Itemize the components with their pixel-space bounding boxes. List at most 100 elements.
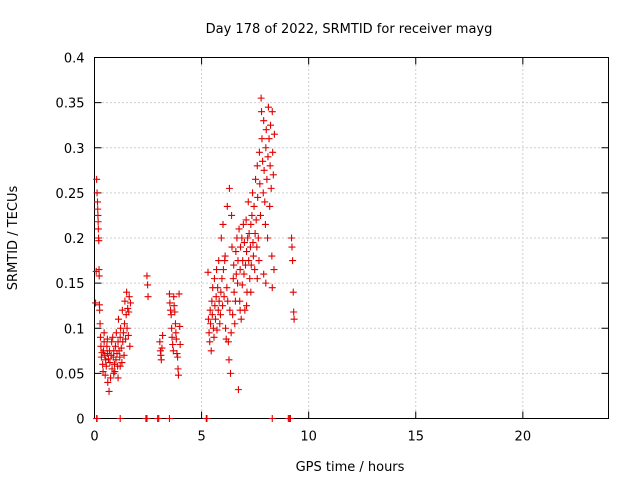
- data-point: [114, 315, 122, 323]
- data-point: [118, 359, 126, 367]
- data-point: [232, 248, 240, 256]
- data-point: [94, 218, 102, 226]
- data-point: [270, 130, 278, 138]
- data-point: [214, 306, 222, 314]
- data-point: [118, 306, 126, 314]
- data-point: [207, 320, 215, 328]
- data-point: [213, 266, 221, 274]
- data-point: [268, 252, 276, 260]
- data-point: [99, 360, 107, 368]
- data-point: [289, 288, 297, 296]
- data-point: [244, 234, 252, 242]
- data-point: [101, 371, 109, 379]
- data-point: [221, 252, 229, 260]
- data-point: [238, 281, 246, 289]
- data-point: [227, 329, 235, 337]
- data-point: [174, 353, 182, 361]
- data-point: [217, 288, 225, 296]
- x-tick-label: 0: [90, 430, 98, 445]
- data-point: [167, 306, 175, 314]
- data-point: [260, 166, 268, 174]
- data-point: [208, 297, 216, 305]
- data-point: [122, 335, 130, 343]
- data-point: [218, 275, 226, 283]
- data-point: [244, 198, 252, 206]
- y-tick-label: 0: [76, 413, 84, 428]
- data-point: [239, 257, 247, 265]
- x-tick-label: 20: [515, 430, 532, 445]
- data-point: [268, 415, 276, 422]
- data-point: [216, 311, 224, 319]
- data-point: [102, 362, 110, 370]
- data-point: [219, 302, 227, 310]
- data-point: [144, 293, 152, 301]
- data-point: [144, 281, 152, 289]
- data-point: [216, 320, 224, 328]
- y-tick-label: 0.35: [56, 97, 85, 112]
- data-point: [268, 108, 276, 116]
- data-point: [209, 324, 217, 332]
- x-tick-label: 10: [300, 430, 317, 445]
- data-point: [126, 299, 134, 307]
- data-point: [236, 306, 244, 314]
- data-point: [105, 387, 113, 395]
- data-point: [95, 272, 103, 280]
- data-point: [236, 297, 244, 305]
- data-point: [206, 306, 214, 314]
- data-point: [100, 329, 108, 337]
- data-point: [230, 288, 238, 296]
- data-point: [247, 220, 255, 228]
- data-point: [253, 243, 261, 251]
- data-point: [229, 275, 237, 283]
- data-point: [242, 216, 250, 224]
- data-point: [204, 315, 212, 323]
- y-axis-label: SRMTID / TECUs: [6, 186, 21, 291]
- data-point: [104, 355, 112, 363]
- data-point: [254, 193, 262, 201]
- data-point: [249, 252, 257, 260]
- chart-title: Day 178 of 2022, SRMTID for receiver may…: [206, 22, 493, 37]
- data-point: [246, 243, 254, 251]
- data-point: [173, 350, 181, 358]
- data-point: [224, 297, 232, 305]
- data-point: [156, 338, 164, 346]
- data-point: [234, 386, 242, 394]
- data-point: [237, 315, 245, 323]
- data-point: [220, 293, 228, 301]
- data-point: [93, 175, 101, 183]
- data-point: [267, 184, 275, 192]
- data-point: [204, 268, 212, 276]
- data-point: [143, 415, 151, 422]
- data-point: [232, 270, 240, 278]
- data-point: [252, 175, 260, 183]
- data-point: [265, 135, 273, 143]
- y-tick-label: 0.05: [56, 367, 85, 382]
- data-point: [237, 243, 245, 251]
- data-point: [167, 311, 175, 319]
- data-point: [234, 279, 242, 287]
- data-point: [262, 126, 270, 134]
- data-point: [174, 365, 182, 373]
- data-point: [263, 175, 271, 183]
- data-point: [248, 211, 256, 219]
- data-point: [223, 202, 231, 210]
- data-point: [103, 342, 111, 350]
- data-point: [260, 270, 268, 278]
- data-point: [207, 347, 215, 355]
- data-point: [114, 374, 122, 382]
- data-point: [215, 297, 223, 305]
- data-point: [170, 302, 178, 310]
- y-tick-label: 0.1: [64, 322, 85, 337]
- data-point: [253, 162, 261, 170]
- data-point: [259, 189, 267, 197]
- data-point: [112, 329, 120, 337]
- data-point: [229, 311, 237, 319]
- data-point: [99, 368, 107, 376]
- data-point: [94, 211, 102, 219]
- data-point: [117, 324, 125, 332]
- data-point: [124, 331, 132, 339]
- data-points: [92, 94, 298, 422]
- data-point: [94, 225, 102, 233]
- data-point: [206, 338, 214, 346]
- data-point: [255, 257, 263, 265]
